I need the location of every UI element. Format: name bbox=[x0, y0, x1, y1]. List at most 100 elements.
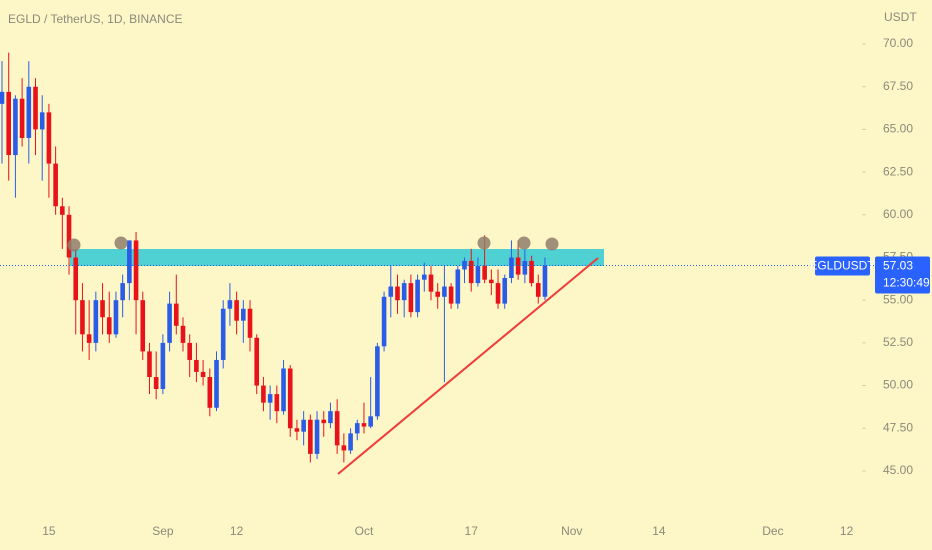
candle-body bbox=[46, 112, 52, 164]
candle-body bbox=[468, 260, 474, 284]
candle-body bbox=[153, 377, 159, 389]
candle-body bbox=[489, 279, 494, 284]
candle-body bbox=[308, 419, 313, 454]
candle-body bbox=[26, 86, 32, 138]
candle-body bbox=[254, 337, 260, 386]
x-tick-label: 14 bbox=[652, 524, 666, 538]
y-unit: USDT bbox=[884, 10, 917, 24]
candle-body bbox=[321, 419, 327, 424]
candle-body bbox=[314, 419, 320, 454]
candle-body bbox=[93, 300, 99, 343]
candle-body bbox=[173, 303, 179, 326]
candle-body bbox=[395, 286, 400, 301]
candle-body bbox=[53, 163, 58, 207]
candle-body bbox=[160, 342, 166, 389]
marker bbox=[114, 236, 128, 250]
candle-body bbox=[140, 300, 146, 352]
candle-body bbox=[301, 419, 306, 432]
candle-body bbox=[381, 296, 387, 347]
candle-body bbox=[39, 112, 45, 130]
candle-body bbox=[234, 300, 239, 321]
candle-body bbox=[388, 286, 394, 297]
candle-body bbox=[274, 394, 280, 412]
x-tick-label: Nov bbox=[561, 524, 582, 538]
x-tick-label: 12 bbox=[230, 524, 244, 538]
y-tick-label: 45.00 bbox=[883, 463, 913, 477]
x-tick-label: 12 bbox=[840, 524, 854, 538]
candle-body bbox=[19, 98, 25, 138]
marker bbox=[545, 237, 559, 251]
candle-body bbox=[187, 342, 192, 360]
candle-body bbox=[113, 300, 119, 335]
candle-body bbox=[167, 303, 172, 343]
y-tick-label: 52.50 bbox=[883, 335, 913, 349]
candle-body bbox=[515, 257, 521, 275]
candle-body bbox=[408, 283, 414, 313]
candle-body bbox=[127, 240, 132, 284]
x-tick-label: 15 bbox=[42, 524, 56, 538]
candle-body bbox=[66, 214, 72, 258]
candle-body bbox=[334, 411, 340, 446]
candle-body bbox=[455, 269, 461, 304]
x-tick-label: Sep bbox=[152, 524, 174, 538]
y-tick-label: 50.00 bbox=[883, 378, 913, 392]
candle-body bbox=[375, 346, 380, 417]
candle-body bbox=[80, 300, 85, 335]
last-price-label: 57.03 bbox=[883, 259, 913, 273]
candle-body bbox=[502, 277, 508, 304]
y-tick-label: 62.50 bbox=[883, 164, 913, 178]
candle-body bbox=[522, 260, 528, 275]
candle-body bbox=[509, 257, 514, 278]
touch-markers bbox=[67, 236, 559, 252]
candle-body bbox=[294, 428, 300, 432]
symbol-label: EGLDUSDT bbox=[809, 259, 875, 273]
candle-body bbox=[435, 291, 441, 297]
candle-body bbox=[341, 445, 347, 451]
candle-body bbox=[428, 274, 434, 292]
candle-body bbox=[328, 411, 333, 424]
trend-line bbox=[337, 257, 599, 475]
candle-body bbox=[133, 240, 139, 301]
candle-body bbox=[220, 308, 226, 360]
candle-body bbox=[247, 308, 253, 338]
y-tick-label: 70.00 bbox=[883, 36, 913, 50]
x-tick-label: Dec bbox=[762, 524, 783, 538]
marker bbox=[477, 236, 491, 250]
candle-body bbox=[482, 266, 487, 280]
candle-body bbox=[348, 433, 353, 451]
y-tick-label: 47.50 bbox=[883, 420, 913, 434]
candle-body bbox=[86, 334, 92, 343]
candle-body bbox=[354, 423, 360, 434]
candle-body bbox=[401, 283, 407, 301]
candle-body bbox=[60, 206, 65, 215]
x-tick-label: Oct bbox=[355, 524, 374, 538]
candle-body bbox=[33, 86, 38, 130]
candle-body bbox=[194, 359, 199, 372]
candle-body bbox=[180, 325, 186, 343]
candle-body bbox=[147, 351, 152, 378]
candle-body bbox=[368, 416, 373, 427]
candle-body bbox=[13, 98, 18, 156]
y-tick-label: 67.50 bbox=[883, 79, 913, 93]
candle-body bbox=[227, 300, 233, 309]
y-tick-label: 65.00 bbox=[883, 122, 913, 136]
candle-body bbox=[448, 286, 454, 304]
candle-body bbox=[415, 279, 420, 313]
candle-body bbox=[106, 317, 112, 335]
candle-body bbox=[535, 283, 541, 297]
chart-title: EGLD / TetherUS, 1D, BINANCE bbox=[8, 12, 183, 26]
symbol-box bbox=[815, 256, 870, 276]
candle-body bbox=[100, 300, 105, 318]
candle-body bbox=[529, 260, 534, 284]
candle-body bbox=[267, 394, 273, 403]
candle-body bbox=[200, 371, 206, 378]
candle-body bbox=[281, 368, 286, 412]
x-tick-label: 17 bbox=[465, 524, 479, 538]
candle-body bbox=[241, 308, 246, 321]
candle-body bbox=[0, 91, 5, 104]
countdown-label: 12:30:49 bbox=[883, 276, 930, 290]
y-tick-label: 55.00 bbox=[883, 292, 913, 306]
price-box bbox=[875, 256, 930, 294]
